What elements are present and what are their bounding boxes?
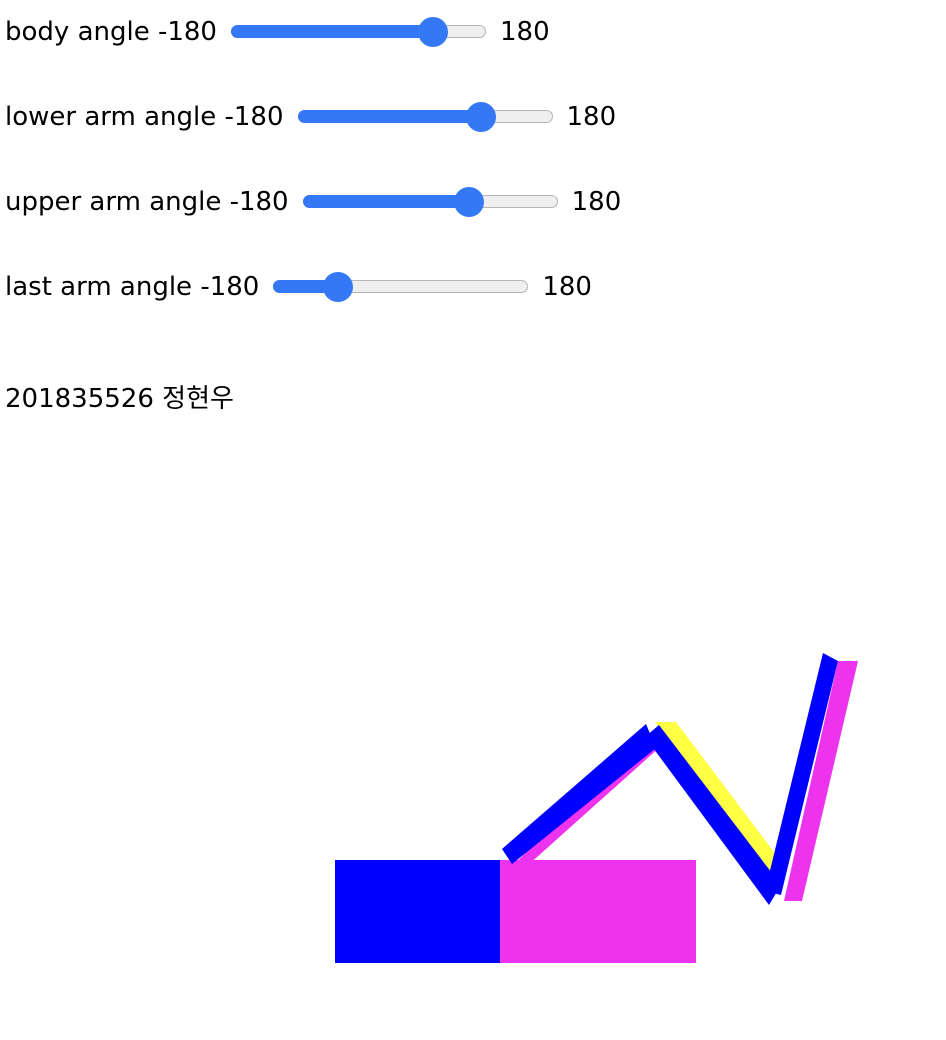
body-magenta-part: [498, 860, 696, 963]
slider-thumb[interactable]: [453, 187, 484, 217]
slider-fill: [302, 195, 469, 208]
slider-fill: [230, 25, 434, 38]
last-arm-angle-label: last arm angle -180: [5, 272, 260, 302]
body-angle-label: body angle -180: [5, 17, 217, 47]
control-last-arm-angle: last arm angle -180 180: [5, 267, 592, 307]
control-upper-arm-angle: upper arm angle -180 180: [5, 182, 621, 222]
body-blue-part: [335, 860, 500, 963]
lower-arm-angle-max-label: 180: [566, 102, 617, 132]
body-angle-max-label: 180: [499, 17, 550, 47]
control-lower-arm-angle: lower arm angle -180 180: [5, 97, 616, 137]
body-angle-slider[interactable]: [230, 17, 486, 47]
lower-arm-angle-slider[interactable]: [297, 102, 553, 132]
lower-arm-blue: [502, 724, 656, 864]
slider-thumb[interactable]: [418, 17, 449, 47]
upper-arm-angle-slider[interactable]: [302, 187, 558, 217]
last-arm-blue: [765, 653, 838, 895]
last-arm-angle-max-label: 180: [542, 272, 592, 302]
upper-arm-blue: [645, 725, 781, 905]
slider-fill: [297, 110, 482, 123]
slider-fill: [273, 280, 338, 293]
slider-thumb[interactable]: [466, 102, 497, 132]
student-id-name: 201835526 정현우: [5, 384, 234, 414]
upper-arm-angle-label: upper arm angle -180: [5, 187, 289, 217]
control-body-angle: body angle -180 180: [5, 12, 550, 52]
upper-arm-angle-max-label: 180: [571, 187, 622, 217]
last-arm-magenta: [784, 661, 858, 901]
lower-arm-angle-label: lower arm angle -180: [5, 102, 284, 132]
slider-thumb[interactable]: [322, 272, 353, 302]
last-arm-angle-slider[interactable]: [273, 272, 529, 302]
